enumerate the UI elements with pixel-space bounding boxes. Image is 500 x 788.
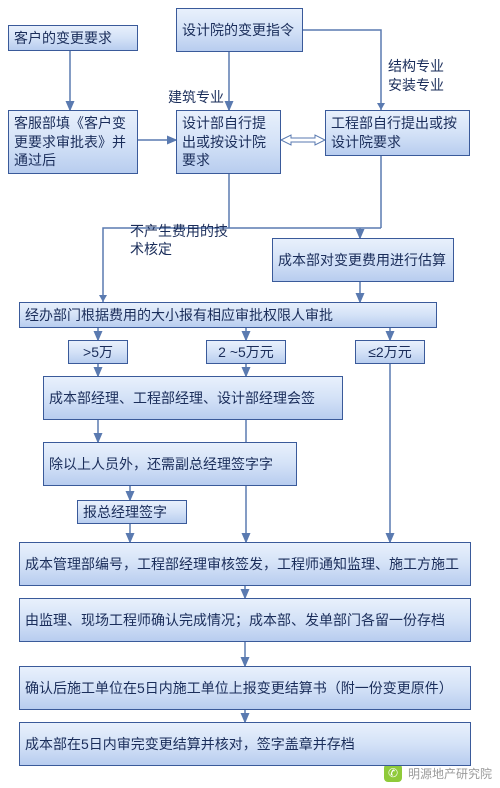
- node-n10: ≤2万元: [355, 340, 425, 364]
- node-n8: >5万: [68, 340, 128, 364]
- node-n1: 客户的变更要求: [8, 25, 138, 51]
- node-n9: 2 ~5万元: [206, 340, 286, 364]
- node-n2: 设计院的变更指令: [176, 8, 303, 52]
- label-l2: 结构专业: [388, 57, 444, 75]
- node-n11: 成本部经理、工程部经理、设计部经理会签: [43, 376, 343, 420]
- label-l3: 安装专业: [388, 76, 444, 94]
- label-l1: 建筑专业: [168, 88, 224, 106]
- footer: ✆ 明源地产研究院: [384, 764, 492, 782]
- node-n5: 工程部自行提出或按设计院要求: [325, 110, 470, 156]
- node-n17: 成本部在5日内审完变更结算并核对，签字盖章并存档: [19, 722, 471, 766]
- node-n13: 报总经理签字: [77, 500, 187, 524]
- node-n6: 成本部对变更费用进行估算: [272, 238, 454, 282]
- node-n15: 由监理、现场工程师确认完成情况；成本部、发单部门各留一份存档: [19, 598, 471, 642]
- footer-text: 明源地产研究院: [408, 765, 492, 782]
- flowchart-canvas: ✆ 明源地产研究院 客户的变更要求 设计院的变更指令客服部填《客户变更要求审批表》…: [0, 0, 500, 788]
- label-l4: 不产生费用的技术核定: [130, 222, 238, 258]
- node-n7: 经办部门根据费用的大小报有相应审批权限人审批: [19, 302, 437, 328]
- node-n4: 设计部自行提出或按设计院要求: [176, 110, 281, 174]
- node-n14: 成本管理部编号，工程部经理审核签发，工程师通知监理、施工方施工: [19, 542, 471, 586]
- node-n12: 除以上人员外，还需副总经理签字字: [43, 442, 297, 486]
- wechat-icon: ✆: [384, 764, 402, 782]
- node-n16: 确认后施工单位在5日内施工单位上报变更结算书（附一份变更原件）: [19, 666, 471, 710]
- node-n3: 客服部填《客户变更要求审批表》并通过后: [8, 110, 138, 174]
